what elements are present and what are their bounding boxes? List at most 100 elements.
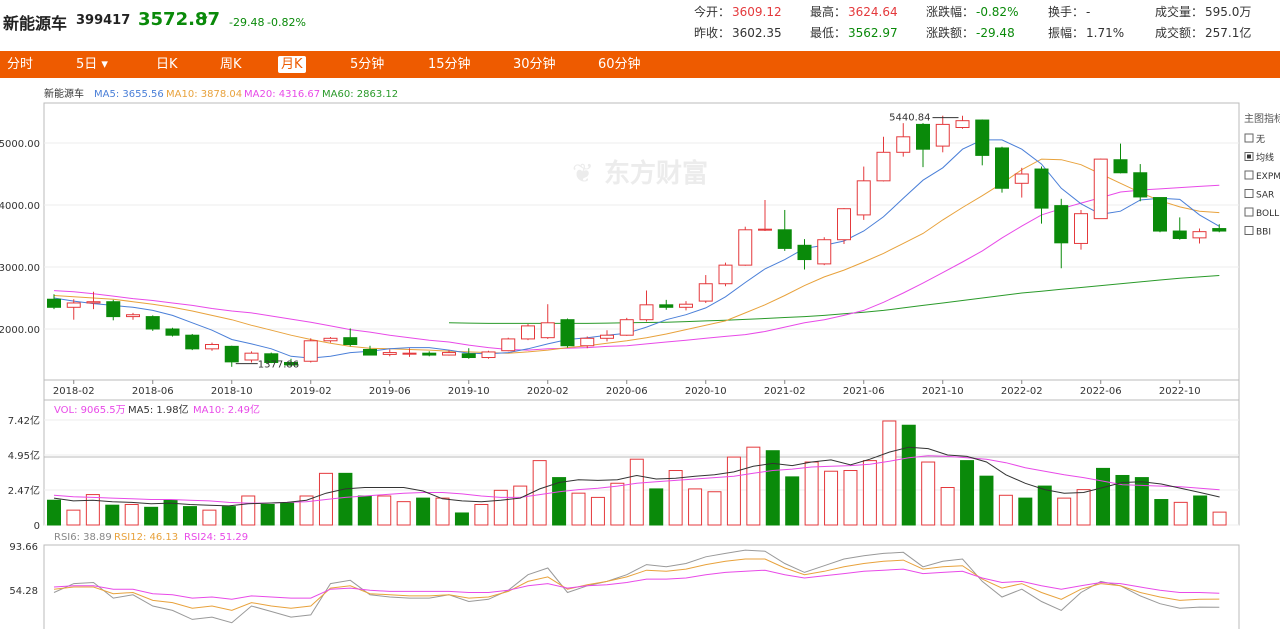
candle-body — [165, 328, 180, 336]
indicator-option: 均线 — [1256, 152, 1274, 164]
candle-body — [1074, 213, 1088, 244]
quote-label: 最高： — [810, 5, 847, 19]
candle-body — [955, 120, 970, 129]
candle-body — [402, 352, 417, 355]
stock-code: 399417 — [76, 13, 131, 28]
legend-ma5: MA5: 3655.56 — [94, 89, 164, 100]
volume-bar — [552, 477, 567, 526]
volume-bar — [202, 509, 217, 526]
volume-bar — [1134, 477, 1149, 526]
annotation-high: 5440.84 — [889, 113, 930, 124]
candle-body — [837, 208, 851, 241]
candle-body — [817, 239, 832, 265]
volume-bar — [241, 495, 256, 526]
indicator-checkbox[interactable] — [1244, 207, 1254, 217]
main-y-tick: 3000.00 — [0, 263, 40, 274]
indicator-checkbox[interactable] — [1244, 189, 1254, 198]
volume-layer — [47, 420, 1227, 526]
volume-bar — [1173, 501, 1188, 526]
tab-3[interactable]: 周K — [220, 57, 242, 72]
volume-bar — [1154, 499, 1169, 526]
tab-7[interactable]: 30分钟 — [513, 57, 556, 72]
x-tick-label: 2021-10 — [922, 386, 964, 397]
indicator-checkbox[interactable] — [1244, 170, 1254, 180]
x-tick-label: 2018-10 — [211, 386, 253, 397]
volume-bar — [1212, 511, 1227, 526]
volume-bar — [1057, 497, 1072, 526]
period-tab-bar: 分时 5日 ▾ 日K 周K 月K 5分钟 15分钟 30分钟 60分钟 — [0, 51, 1280, 78]
rsi24-line — [53, 568, 1220, 600]
volume-bar — [299, 495, 314, 526]
volume-bar — [843, 470, 858, 526]
volume-bar — [804, 461, 819, 526]
candle-body — [363, 348, 377, 356]
quote-label: 涨跌额： — [926, 26, 975, 40]
volume-bar — [824, 470, 839, 526]
quote-item: 最低： 3562.97 — [810, 24, 898, 41]
candle-body — [1133, 172, 1148, 198]
volume-bar — [357, 495, 372, 526]
candle-body — [1212, 228, 1227, 232]
candle-body — [1113, 159, 1128, 174]
candle-body — [66, 302, 81, 308]
candle-body — [698, 283, 713, 302]
candle-body — [264, 353, 279, 363]
volume-bar — [668, 470, 683, 526]
tab-0[interactable]: 分时 — [7, 57, 34, 72]
quote-item: 最高： 3624.64 — [810, 3, 898, 20]
volume-bar — [1115, 474, 1130, 526]
indicator-option: 无 — [1256, 134, 1265, 145]
candle-body — [126, 314, 140, 318]
candle-body — [777, 229, 792, 249]
legend-rsi12: RSI12: 46.13 — [114, 532, 178, 543]
quote-item: 成交额： 257.1亿 — [1155, 24, 1251, 41]
tab-2[interactable]: 日K — [156, 57, 178, 72]
annotation-low: 1377.86 — [258, 360, 299, 371]
quote-value: 3562.97 — [848, 26, 898, 40]
candle-body — [481, 351, 496, 359]
candle-body — [758, 228, 772, 231]
stock-change: -29.48 — [229, 16, 265, 29]
indicator-option: EXPMA — [1256, 172, 1280, 182]
watermark-icon: ❦ — [572, 159, 594, 189]
legend-name: 新能源车 — [44, 87, 84, 100]
rsi6-line — [53, 549, 1220, 624]
volume-bar — [454, 512, 469, 526]
tab-4[interactable]: 月K — [278, 56, 306, 73]
volume-bar — [435, 497, 450, 526]
candle-body — [560, 319, 575, 347]
x-tick-label: 2019-10 — [448, 386, 490, 397]
candle-body — [580, 337, 595, 347]
volume-bar — [182, 506, 197, 526]
x-tick-label: 2020-06 — [606, 386, 648, 397]
candle-body — [521, 325, 535, 340]
rsi-y-tick: 54.28 — [9, 586, 38, 597]
tab-6[interactable]: 15分钟 — [428, 57, 471, 72]
indicator-check-mark — [1247, 154, 1251, 159]
volume-bar — [105, 504, 120, 526]
volume-bar — [493, 489, 508, 526]
candle-body — [382, 352, 397, 355]
indicator-checkbox[interactable] — [1244, 133, 1254, 143]
candle-body — [1153, 197, 1167, 232]
volume-bar — [338, 472, 353, 526]
quote-header: 新能源车 399417 3572.87 ▾ -29.48 -0.82% 今开： 3… — [0, 0, 1280, 50]
quote-label: 成交额： — [1155, 26, 1204, 40]
candle-body — [422, 352, 437, 356]
tab-8[interactable]: 60分钟 — [598, 57, 641, 72]
quote-value: 3609.12 — [732, 5, 782, 19]
candle-body — [86, 301, 101, 304]
tab-5[interactable]: 5分钟 — [350, 57, 385, 72]
candle-body — [619, 319, 634, 336]
tab-1[interactable]: 5日 ▾ — [76, 57, 108, 72]
volume-bar — [610, 482, 625, 526]
volume-bar — [532, 460, 547, 526]
quote-item: 换手： - — [1048, 3, 1090, 20]
candle-body — [145, 316, 160, 330]
volume-bar — [901, 424, 916, 526]
main-y-tick: 2000.00 — [0, 325, 40, 336]
indicator-checkbox[interactable] — [1244, 226, 1254, 235]
volume-bar — [513, 485, 528, 526]
candle-body — [540, 322, 555, 339]
ma5-line — [53, 139, 1220, 359]
